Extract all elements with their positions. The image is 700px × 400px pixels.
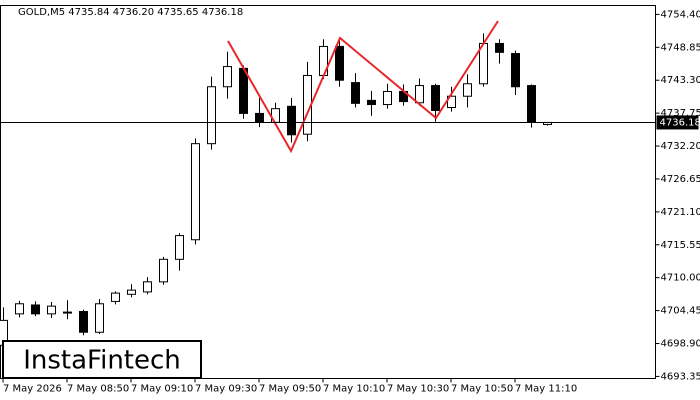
candle-body: [495, 42, 504, 53]
x-tick-label: 7 May 10:10: [323, 384, 385, 395]
y-tick-label: 4754.40: [661, 9, 700, 20]
x-tick-label: 7 May 09:30: [195, 384, 257, 395]
current-price-label: 4736.18: [660, 117, 700, 128]
pattern-line: [227, 20, 499, 154]
x-tick-label: 7 May 2026: [3, 384, 62, 395]
candle-body: [63, 311, 72, 314]
candle-body: [367, 99, 376, 106]
y-tick-label: 4732.20: [661, 141, 700, 152]
candle-body: [239, 67, 248, 114]
candle-body: [47, 305, 56, 315]
candle-body: [175, 235, 184, 260]
candle-body: [431, 85, 440, 111]
watermark: InstaFintech: [23, 346, 181, 376]
y-tick-label: 4743.30: [661, 75, 700, 86]
watermark-box: [2, 340, 202, 379]
candle-body: [143, 281, 152, 293]
candle-body: [223, 66, 232, 88]
y-tick-label: 4726.65: [661, 174, 700, 185]
candle-body: [351, 82, 360, 104]
candle-body: [383, 90, 392, 106]
y-tick-label: 4710.00: [661, 273, 700, 284]
y-tick-label: 4715.55: [661, 240, 700, 251]
y-tick-label: 4737.75: [661, 108, 700, 119]
candle-body: [159, 258, 168, 283]
current-price-box: [656, 115, 699, 130]
y-tick-label: 4698.90: [661, 339, 700, 350]
candle-body: [527, 85, 536, 123]
x-tick-label: 7 May 09:50: [259, 384, 321, 395]
x-tick-label: 7 May 09:10: [131, 384, 193, 395]
candle-body: [191, 143, 200, 241]
y-tick-label: 4748.85: [661, 42, 700, 53]
candle-body: [463, 83, 472, 97]
candle-body: [255, 112, 264, 123]
candle-body: [127, 289, 136, 295]
candle-body: [79, 310, 88, 333]
marks: [0, 33, 552, 349]
candle-body: [111, 292, 120, 302]
candle-body: [335, 45, 344, 81]
y-tick-label: 4704.45: [661, 306, 700, 317]
candle-body: [31, 304, 40, 315]
y-tick-label: 4693.35: [661, 371, 700, 382]
candle-body: [95, 303, 104, 333]
candle-body: [15, 303, 24, 315]
x-tick-label: 7 May 08:50: [67, 384, 129, 395]
chart-header: GOLD,M5 4735.84 4736.20 4735.65 4736.18: [18, 7, 243, 18]
candle-body: [415, 85, 424, 104]
x-tick-label: 7 May 10:50: [451, 384, 513, 395]
x-tick-label: 7 May 11:10: [515, 384, 577, 395]
candle-body: [511, 53, 520, 88]
x-tick-label: 7 May 10:30: [387, 384, 449, 395]
candle-body: [287, 105, 296, 136]
y-tick-label: 4721.10: [661, 207, 700, 218]
candle-body: [207, 86, 216, 145]
